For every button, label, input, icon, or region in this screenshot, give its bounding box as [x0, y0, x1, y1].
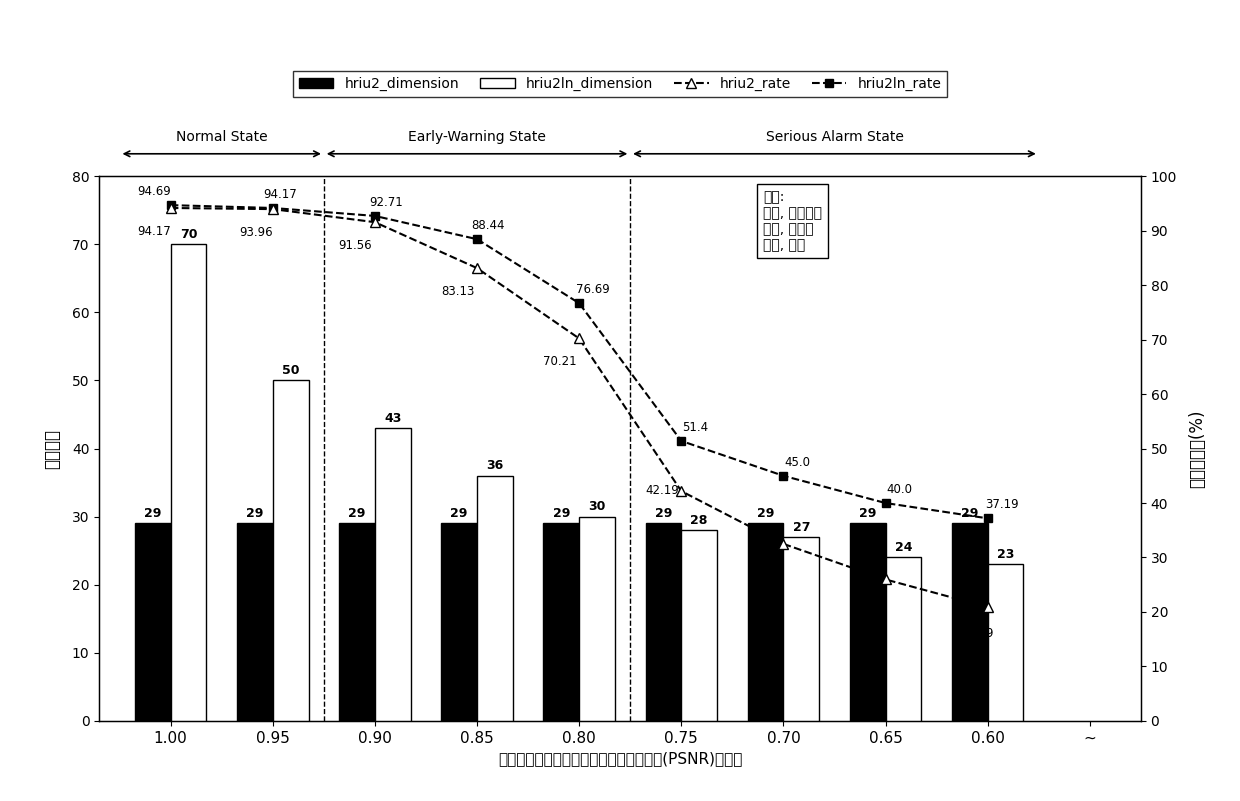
hriu2ln_rate — [572, 299, 587, 308]
Bar — [987, 564, 1023, 721]
X-axis label: 劣化图像与其标准训练图像的峰値信噪比(PSNR)的比値: 劣化图像与其标准训练图像的峰値信噪比(PSNR)的比値 — [497, 751, 743, 767]
Bar — [681, 530, 717, 721]
Y-axis label: 特征长度: 特征长度 — [42, 429, 61, 469]
Text: 标记:
实心, 推荐使用
空心, 次优的
灰色, 保留: 标记: 实心, 推荐使用 空心, 次优的 灰色, 保留 — [763, 190, 822, 252]
Bar — [579, 517, 615, 721]
Text: 29: 29 — [144, 507, 161, 520]
hriu2ln_rate — [878, 498, 893, 508]
Line: hriu2_rate: hriu2_rate — [166, 203, 992, 612]
hriu2_rate — [673, 486, 688, 496]
Text: 37.19: 37.19 — [985, 498, 1018, 511]
Line: hriu2ln_rate: hriu2ln_rate — [166, 201, 992, 522]
Text: Serious Alarm State: Serious Alarm State — [765, 130, 904, 144]
Bar — [237, 524, 273, 721]
Bar — [477, 476, 513, 721]
Text: 30: 30 — [588, 501, 605, 513]
Bar — [273, 380, 309, 721]
Text: 32.5: 32.5 — [751, 563, 777, 577]
hriu2_rate — [572, 334, 587, 344]
Bar — [135, 524, 171, 721]
Text: 29: 29 — [859, 507, 877, 520]
Text: 25.97: 25.97 — [849, 599, 883, 612]
hriu2_rate — [980, 602, 994, 612]
Text: 28: 28 — [691, 514, 708, 527]
Text: 20.89: 20.89 — [960, 626, 993, 639]
Text: 29: 29 — [247, 507, 264, 520]
Text: Early-Warning State: Early-Warning State — [408, 130, 546, 144]
Text: 92.71: 92.71 — [370, 196, 403, 209]
hriu2ln_rate — [367, 211, 382, 221]
Text: 29: 29 — [553, 507, 570, 520]
hriu2ln_rate — [673, 436, 688, 445]
hriu2_rate — [164, 203, 179, 213]
Bar — [952, 524, 987, 721]
Text: 29: 29 — [450, 507, 467, 520]
hriu2_rate — [878, 574, 893, 584]
Bar — [441, 524, 477, 721]
Bar — [340, 524, 374, 721]
Text: 51.4: 51.4 — [682, 421, 708, 434]
Text: 94.17: 94.17 — [138, 224, 171, 238]
Text: 40.0: 40.0 — [887, 483, 913, 496]
Text: 29: 29 — [655, 507, 672, 520]
Text: 70.21: 70.21 — [543, 355, 577, 368]
Text: 70: 70 — [180, 228, 197, 241]
Text: 50: 50 — [281, 364, 299, 377]
Bar — [171, 244, 206, 721]
Text: 93.96: 93.96 — [239, 226, 273, 239]
Text: 91.56: 91.56 — [339, 239, 372, 252]
Bar — [543, 524, 579, 721]
Text: 45.0: 45.0 — [784, 456, 810, 469]
Text: 23: 23 — [997, 548, 1014, 561]
Bar — [885, 557, 921, 721]
Text: 29: 29 — [756, 507, 774, 520]
Text: 94.69: 94.69 — [138, 185, 171, 198]
Text: 24: 24 — [894, 541, 913, 554]
Text: 36: 36 — [486, 460, 503, 473]
Bar — [784, 537, 820, 721]
Y-axis label: 分类准确率(%): 分类准确率(%) — [1188, 409, 1207, 488]
Legend: hriu2_dimension, hriu2ln_dimension, hriu2_rate, hriu2ln_rate: hriu2_dimension, hriu2ln_dimension, hriu… — [293, 71, 947, 97]
hriu2_rate — [470, 264, 485, 273]
hriu2ln_rate — [980, 513, 994, 523]
Text: Normal State: Normal State — [176, 130, 268, 144]
Text: 43: 43 — [384, 412, 402, 425]
hriu2_rate — [265, 204, 280, 214]
Bar — [374, 428, 410, 721]
hriu2_rate — [776, 539, 791, 549]
Text: 29: 29 — [348, 507, 366, 520]
hriu2ln_rate — [164, 200, 179, 210]
Bar — [646, 524, 681, 721]
Text: 94.17: 94.17 — [263, 188, 296, 201]
Text: 83.13: 83.13 — [441, 285, 474, 298]
Bar — [748, 524, 784, 721]
Text: 27: 27 — [792, 521, 810, 533]
hriu2ln_rate — [776, 471, 791, 481]
Text: 42.19: 42.19 — [645, 484, 678, 497]
Text: 76.69: 76.69 — [577, 284, 610, 296]
Text: 88.44: 88.44 — [471, 219, 505, 232]
Bar — [849, 524, 885, 721]
hriu2ln_rate — [265, 203, 280, 213]
hriu2ln_rate — [470, 235, 485, 244]
Text: 29: 29 — [961, 507, 978, 520]
hriu2_rate — [367, 217, 382, 227]
